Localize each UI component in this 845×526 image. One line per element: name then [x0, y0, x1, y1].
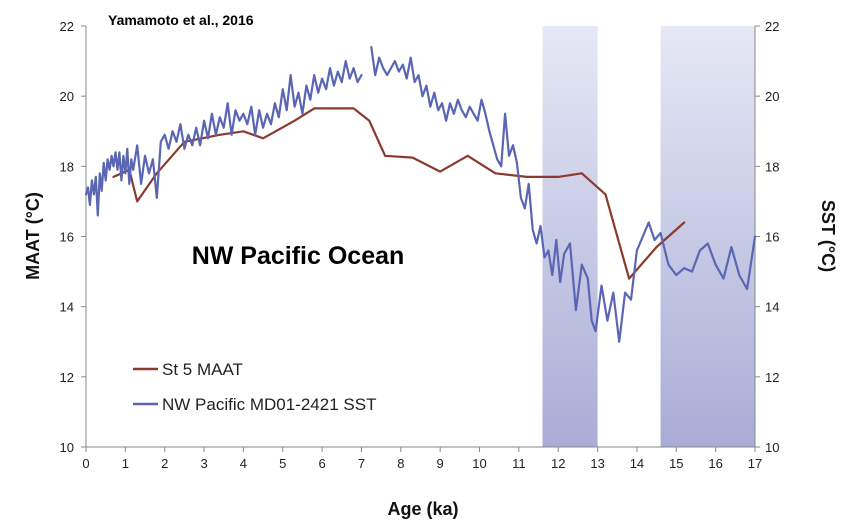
series-line-sst-2	[370, 45, 757, 343]
series-line-sst-1	[84, 59, 363, 217]
y-right-tick-label: 10	[765, 440, 779, 455]
y-left-tick-label: 16	[60, 230, 74, 245]
x-tick-label: 1	[122, 456, 129, 471]
y-right-tick-label: 20	[765, 89, 779, 104]
x-tick-label: 2	[161, 456, 168, 471]
legend: St 5 MAAT NW Pacific MD01-2421 SST	[133, 360, 376, 414]
x-tick-label: 12	[551, 456, 565, 471]
shaded-interval-1	[660, 26, 755, 447]
shaded-interval-0	[542, 26, 598, 447]
x-tick-label: 8	[397, 456, 404, 471]
x-tick-label: 6	[319, 456, 326, 471]
x-tick-label: 3	[200, 456, 207, 471]
y-axis-title-right: SST (°C)	[818, 200, 838, 272]
y-left-tick-label: 14	[60, 300, 74, 315]
x-tick-label: 5	[279, 456, 286, 471]
y-axis-title-left: MAAT (°C)	[23, 192, 43, 280]
y-left-tick-label: 12	[60, 370, 74, 385]
series-line-maat	[112, 107, 686, 280]
y-right-tick-label: 12	[765, 370, 779, 385]
y-right-tick-label: 22	[765, 19, 779, 34]
x-tick-label: 17	[748, 456, 762, 471]
x-tick-label: 0	[82, 456, 89, 471]
x-axis-title: Age (ka)	[387, 499, 458, 519]
x-tick-label: 14	[630, 456, 644, 471]
shaded-intervals	[542, 26, 755, 447]
annotation-text: NW Pacific Ocean	[192, 242, 405, 270]
x-tick-label: 4	[240, 456, 247, 471]
legend-label-sst: NW Pacific MD01-2421 SST	[162, 395, 376, 414]
x-tick-label: 7	[358, 456, 365, 471]
x-tick-label: 15	[669, 456, 683, 471]
credit-text: Yamamoto et al., 2016	[108, 12, 254, 28]
x-tick-label: 10	[472, 456, 486, 471]
y-right-tick-label: 16	[765, 230, 779, 245]
y-left-tick-label: 10	[60, 440, 74, 455]
x-tick-label: 11	[512, 456, 526, 471]
series-lines	[84, 45, 757, 343]
y-right-tick-label: 18	[765, 159, 779, 174]
legend-label-maat: St 5 MAAT	[162, 360, 243, 379]
y-left-tick-label: 18	[60, 159, 74, 174]
axes: 0 1 2 3 4 5 6 7 8 9 10 11 12 13 14 15 16 1710121416182022…	[60, 19, 780, 471]
y-right-tick-label: 14	[765, 300, 779, 315]
x-tick-label: 13	[590, 456, 604, 471]
y-left-tick-label: 20	[60, 89, 74, 104]
x-tick-label: 9	[437, 456, 444, 471]
x-tick-label: 16	[708, 456, 722, 471]
y-left-tick-label: 22	[60, 19, 74, 34]
